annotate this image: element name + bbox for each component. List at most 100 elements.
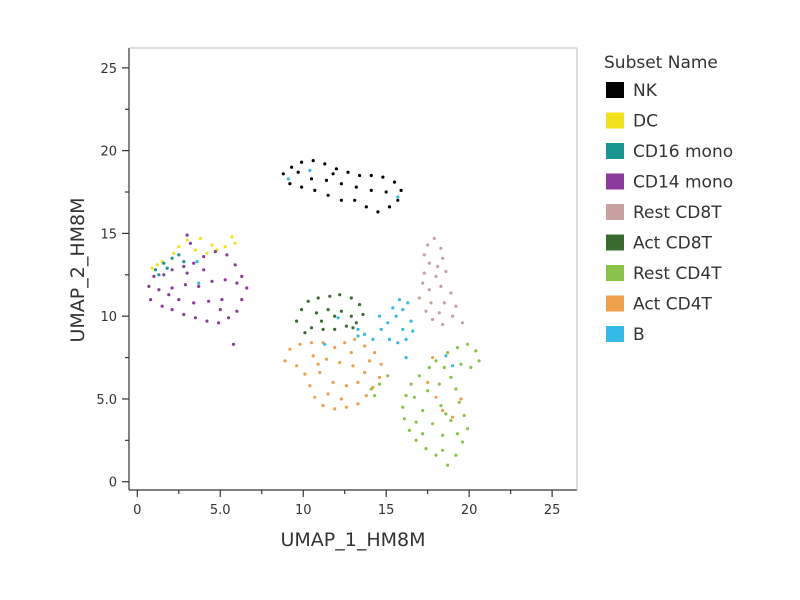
data-point xyxy=(240,274,244,278)
data-point xyxy=(328,294,332,298)
data-point xyxy=(414,420,418,424)
data-point xyxy=(444,354,448,358)
data-point xyxy=(185,271,189,275)
y-tick-label: 15 xyxy=(100,227,117,242)
data-point xyxy=(454,453,458,457)
data-point xyxy=(339,309,343,313)
data-point xyxy=(434,359,438,363)
y-axis-title: UMAP_2_HM8M xyxy=(67,197,89,342)
data-point xyxy=(233,241,237,245)
data-point xyxy=(225,253,229,257)
data-point xyxy=(235,309,239,313)
data-point xyxy=(326,308,330,312)
data-point xyxy=(344,384,348,388)
data-point xyxy=(333,407,337,411)
series-cd14-mono xyxy=(147,233,249,346)
legend: Subset Name NK DC CD16 mono CD14 mono Rest C… xyxy=(604,53,733,345)
x-tick-label: 10 xyxy=(295,503,312,518)
y-tick-label: 0 xyxy=(109,476,117,491)
legend-item: Rest CD4T xyxy=(606,264,722,284)
data-point xyxy=(426,380,430,384)
legend-item: Rest CD8T xyxy=(606,203,722,223)
data-point xyxy=(353,337,357,341)
data-point xyxy=(451,364,455,368)
data-point xyxy=(309,326,314,330)
data-point xyxy=(162,261,166,265)
data-point xyxy=(233,263,237,267)
data-point xyxy=(462,413,466,418)
data-point xyxy=(368,359,372,363)
ticks-layer: 0 5.0 10 15 20 25 0 5.0 10 15 20 25 xyxy=(96,62,560,518)
data-point xyxy=(377,375,382,379)
data-point xyxy=(441,433,445,437)
data-point xyxy=(300,160,304,164)
data-point xyxy=(217,321,221,325)
data-point xyxy=(155,263,159,267)
data-point xyxy=(197,281,201,285)
data-point xyxy=(185,238,189,242)
data-point xyxy=(198,236,202,240)
data-point xyxy=(349,314,353,318)
data-point xyxy=(439,246,443,250)
data-point xyxy=(377,382,382,386)
data-point xyxy=(387,337,392,341)
data-point xyxy=(223,245,227,249)
y-tick-label: 5.0 xyxy=(96,393,117,408)
legend-item: DC xyxy=(606,112,658,132)
y-tick-label: 25 xyxy=(100,62,117,77)
data-point xyxy=(351,326,355,330)
data-point xyxy=(439,404,443,408)
legend-item: B xyxy=(606,325,645,345)
data-point xyxy=(363,370,367,375)
data-point xyxy=(334,167,338,171)
data-point xyxy=(227,316,231,320)
data-point xyxy=(346,170,350,174)
data-point xyxy=(298,342,302,346)
data-point xyxy=(460,321,465,325)
points-layer xyxy=(147,159,481,467)
data-point xyxy=(441,448,445,452)
data-point xyxy=(290,165,294,169)
data-point xyxy=(455,346,460,350)
data-point xyxy=(349,296,353,300)
data-point xyxy=(409,382,413,386)
data-point xyxy=(379,362,383,366)
data-point xyxy=(213,250,217,254)
data-point xyxy=(353,198,357,202)
data-point xyxy=(202,268,206,272)
data-point xyxy=(205,251,209,255)
series-nk xyxy=(281,159,403,214)
legend-item: NK xyxy=(606,81,658,101)
data-point xyxy=(381,175,385,179)
data-point xyxy=(202,255,206,259)
data-point xyxy=(205,319,209,323)
legend-swatch xyxy=(606,295,624,312)
data-point xyxy=(356,402,360,406)
data-point xyxy=(446,351,450,355)
data-point xyxy=(356,380,360,384)
data-point xyxy=(172,251,176,255)
data-point xyxy=(401,405,405,409)
data-point xyxy=(344,405,348,409)
data-point xyxy=(351,364,355,368)
data-point xyxy=(170,256,174,260)
data-point xyxy=(474,349,478,353)
data-point xyxy=(182,260,186,264)
data-point xyxy=(339,182,343,186)
data-point xyxy=(441,408,445,413)
data-point xyxy=(404,356,408,360)
data-point xyxy=(319,319,324,323)
data-point xyxy=(331,172,335,176)
series-rest-cd4t xyxy=(369,342,481,467)
data-point xyxy=(444,269,448,274)
data-point xyxy=(308,168,312,173)
data-point xyxy=(444,412,448,416)
data-point xyxy=(397,298,402,302)
data-point xyxy=(170,268,174,272)
data-point xyxy=(230,235,234,239)
data-point xyxy=(314,311,319,315)
data-point xyxy=(303,372,307,376)
data-point xyxy=(326,193,330,197)
data-point xyxy=(424,447,428,451)
